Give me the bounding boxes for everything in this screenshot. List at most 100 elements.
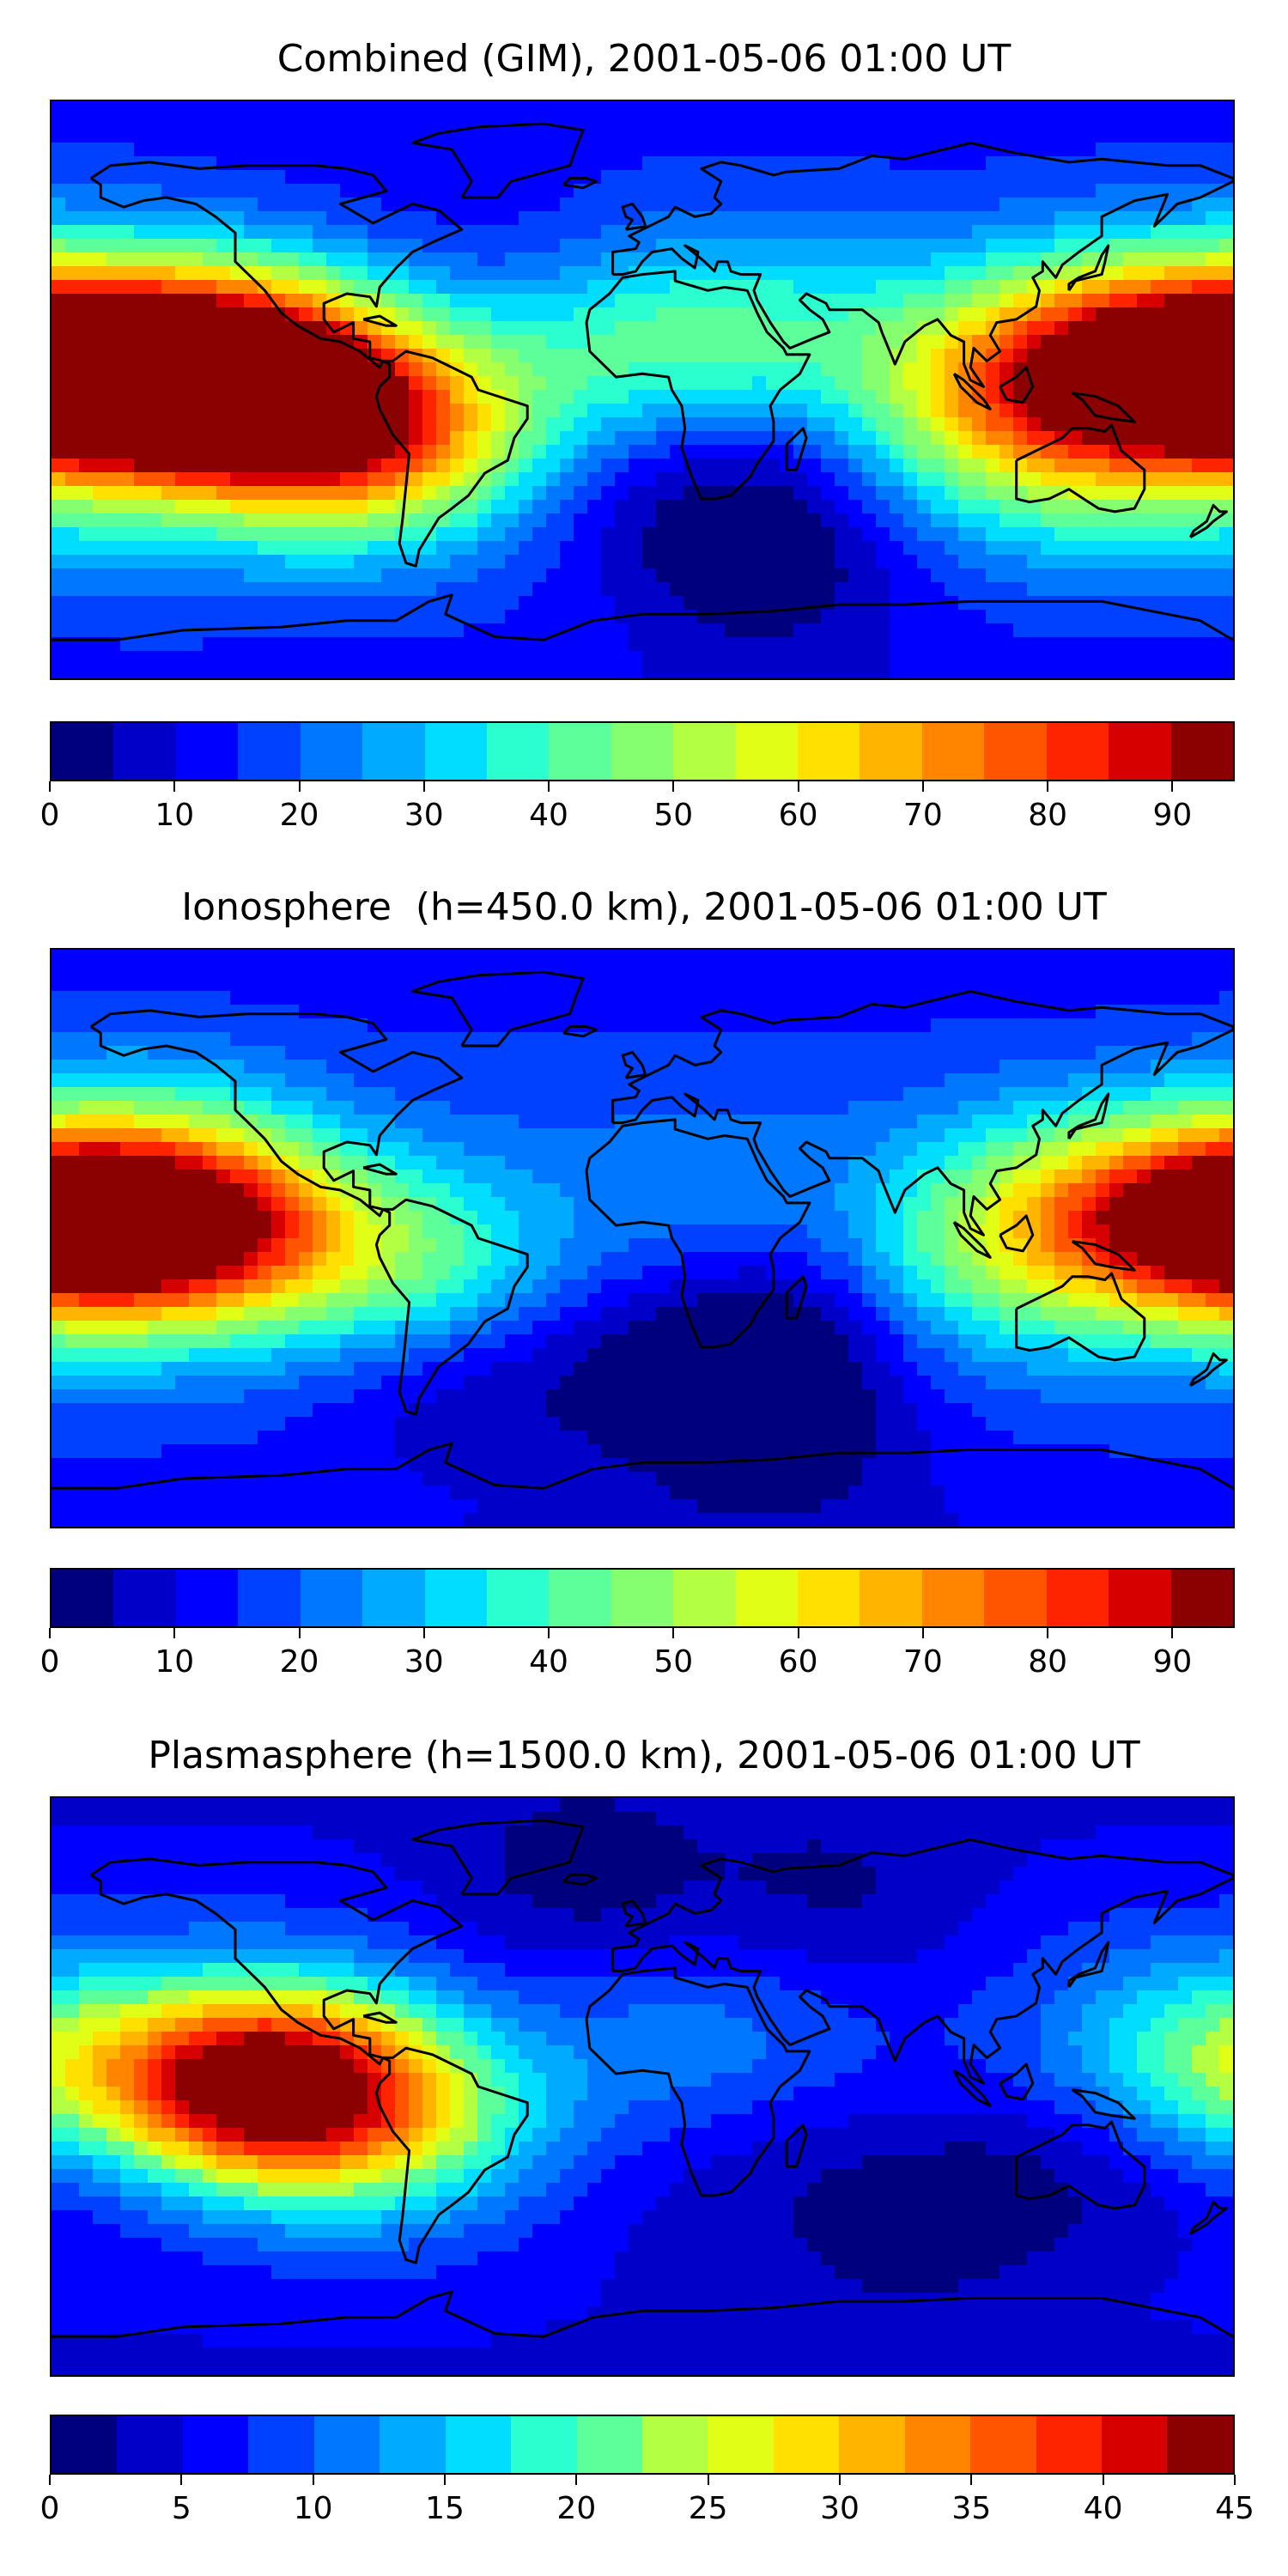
field-cell — [1137, 252, 1151, 267]
field-cell — [120, 596, 135, 611]
field-cell — [395, 977, 410, 992]
field-cell — [821, 1115, 835, 1129]
field-cell — [780, 500, 794, 514]
field-cell — [972, 239, 987, 253]
field-cell — [368, 101, 382, 116]
field-cell — [258, 651, 272, 665]
field-cell — [656, 349, 671, 363]
field-cell — [450, 459, 465, 473]
field-cell — [1027, 143, 1042, 157]
field-cell — [230, 115, 245, 130]
field-cell — [574, 239, 588, 253]
field-cell — [326, 459, 341, 473]
field-cell — [1192, 486, 1206, 501]
field-cell — [629, 991, 643, 1005]
field-cell — [1109, 459, 1124, 473]
field-cell — [697, 541, 712, 556]
field-cell — [1151, 1115, 1165, 1129]
field-cell — [972, 1060, 987, 1074]
field-cell — [271, 1128, 286, 1143]
field-cell — [532, 156, 547, 171]
field-cell — [148, 555, 162, 569]
field-cell — [79, 582, 94, 597]
field-cell — [519, 500, 533, 514]
field-cell — [1096, 417, 1110, 432]
field-cell — [711, 1046, 726, 1060]
field-cell — [1219, 252, 1233, 267]
field-cell — [258, 1005, 272, 1019]
field-cell — [903, 404, 918, 418]
field-cell — [79, 1156, 94, 1170]
field-cell — [1178, 963, 1193, 978]
field-cell — [1219, 211, 1233, 226]
field-cell — [258, 431, 272, 446]
field-cell — [216, 1115, 231, 1129]
field-cell — [52, 541, 66, 556]
field-cell — [258, 568, 272, 583]
field-cell — [835, 362, 849, 377]
field-cell — [79, 1087, 94, 1102]
field-cell — [958, 459, 973, 473]
field-cell — [450, 950, 465, 964]
field-cell — [477, 1156, 492, 1170]
field-cell — [120, 513, 135, 528]
field-cell — [422, 555, 437, 569]
field-cell — [395, 1005, 410, 1019]
field-cell — [546, 1142, 561, 1157]
field-cell — [1137, 1060, 1151, 1074]
field-cell — [766, 665, 781, 678]
field-cell — [505, 294, 519, 308]
field-cell — [642, 1128, 657, 1143]
field-cell — [519, 143, 533, 157]
field-cell — [1123, 1060, 1138, 1074]
field-cell — [876, 349, 890, 363]
field-cell — [945, 963, 959, 978]
field-cell — [244, 197, 258, 212]
field-cell — [450, 266, 465, 281]
field-cell — [477, 280, 492, 295]
field-cell — [477, 1073, 492, 1088]
field-cell — [1164, 252, 1179, 267]
field-cell — [615, 665, 629, 678]
field-cell — [752, 225, 767, 240]
field-cell — [725, 239, 739, 253]
field-cell — [972, 1046, 987, 1060]
field-cell — [1082, 143, 1097, 157]
field-cell — [326, 1046, 341, 1060]
field-cell — [697, 170, 712, 185]
field-cell — [766, 977, 781, 992]
field-cell — [972, 610, 987, 624]
field-cell — [52, 101, 66, 116]
field-cell — [848, 637, 863, 652]
field-cell — [1178, 1073, 1193, 1088]
field-cell — [903, 390, 918, 404]
field-cell — [203, 129, 217, 143]
field-cell — [683, 390, 698, 404]
field-cell — [890, 1032, 904, 1047]
field-cell — [1041, 225, 1055, 240]
field-cell — [1219, 417, 1233, 432]
field-cell — [436, 1101, 451, 1115]
field-cell — [615, 991, 629, 1005]
field-cell — [436, 211, 451, 226]
field-cell — [615, 651, 629, 665]
field-cell — [340, 239, 355, 253]
field-cell — [175, 527, 190, 542]
field-cell — [835, 115, 849, 130]
field-cell — [161, 651, 176, 665]
field-cell — [450, 486, 465, 501]
field-cell — [738, 417, 753, 432]
field-cell — [532, 335, 547, 349]
field-cell — [106, 1073, 121, 1088]
field-cell — [835, 280, 849, 295]
field-cell — [821, 431, 835, 446]
field-cell — [203, 472, 217, 487]
field-cell — [409, 362, 423, 377]
field-cell — [340, 1142, 355, 1157]
field-cell — [766, 486, 781, 501]
field-cell — [203, 991, 217, 1005]
field-cell — [574, 1087, 588, 1102]
field-cell — [711, 541, 726, 556]
field-cell — [848, 376, 863, 391]
field-cell — [931, 445, 945, 459]
